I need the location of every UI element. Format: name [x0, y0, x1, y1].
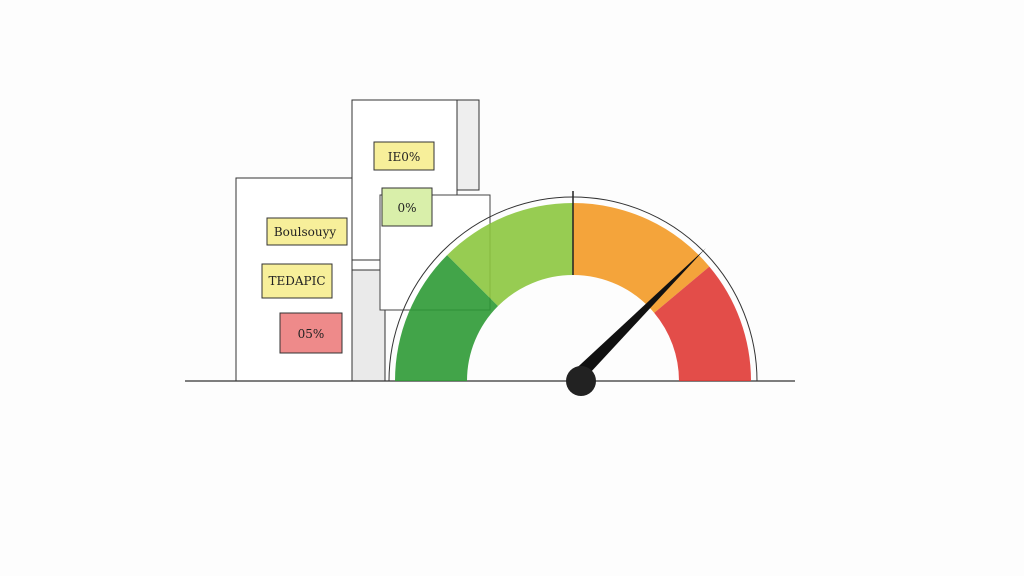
note-left-1: Boulsouyy [266, 217, 348, 246]
gauge-needle [568, 248, 706, 386]
gauge [388, 191, 758, 396]
gauge-hub [566, 366, 596, 396]
note-left-3-label: 05% [298, 327, 325, 341]
note-middle-label: 0% [397, 201, 416, 215]
note-left-3: 05% [279, 312, 343, 354]
note-left-2-label: TEDAPIC [268, 274, 325, 288]
note-middle: 0% [381, 187, 433, 227]
gauge-segment [395, 255, 499, 381]
gauge-segment [654, 266, 751, 381]
note-left-2: TEDAPIC [261, 263, 333, 299]
gauge-segment [447, 203, 573, 307]
note-left-1-label: Boulsouyy [274, 225, 337, 239]
note-top-label: IE0% [388, 150, 421, 164]
note-top: IE0% [373, 141, 435, 171]
gauge-segment [573, 203, 710, 313]
